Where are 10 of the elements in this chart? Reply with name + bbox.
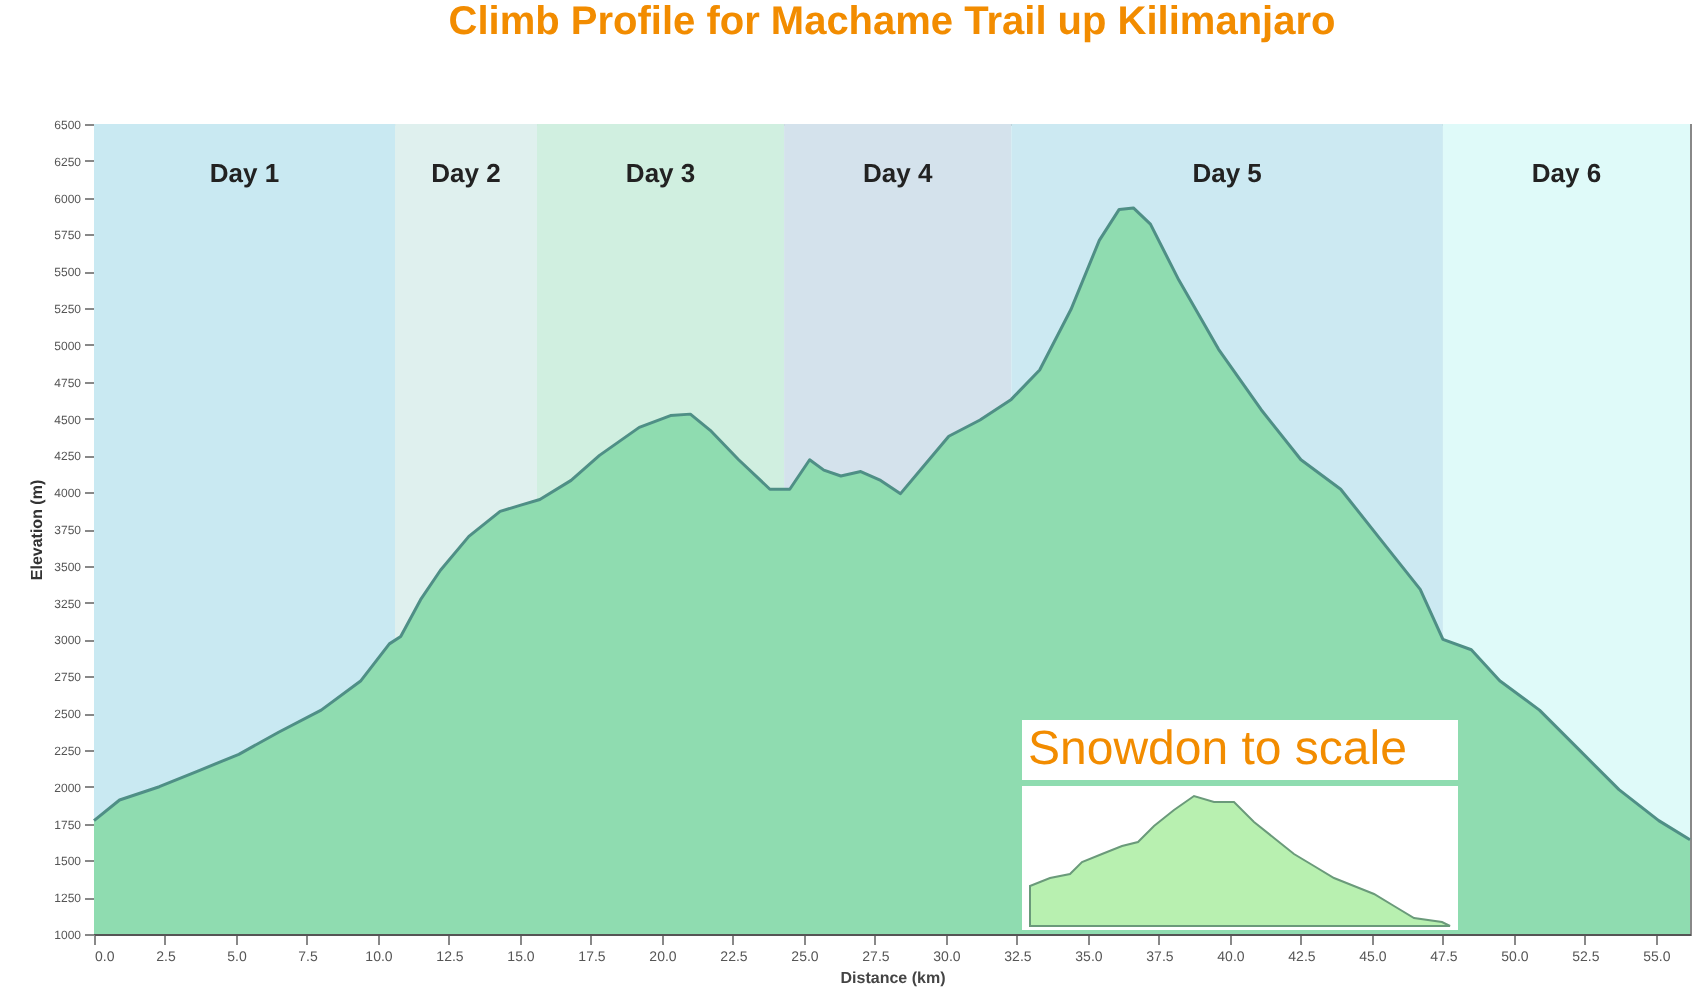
x-axis-title: Distance (km): [840, 969, 947, 987]
annotation: Snowdon to scale: [1022, 720, 1458, 780]
band-label: Day 4: [862, 158, 934, 188]
band-label: Day 1: [209, 158, 280, 188]
band-label: Day 5: [1192, 158, 1262, 188]
band-label: Day 2: [431, 158, 501, 188]
y-axis-title: Elevation (m): [28, 479, 47, 581]
band-label: Day 3: [625, 158, 696, 188]
band-label: Day 6: [1531, 158, 1602, 188]
chart-title: Climb Profile for Machame Trail up Kilimanjaro: [448, 0, 1336, 44]
